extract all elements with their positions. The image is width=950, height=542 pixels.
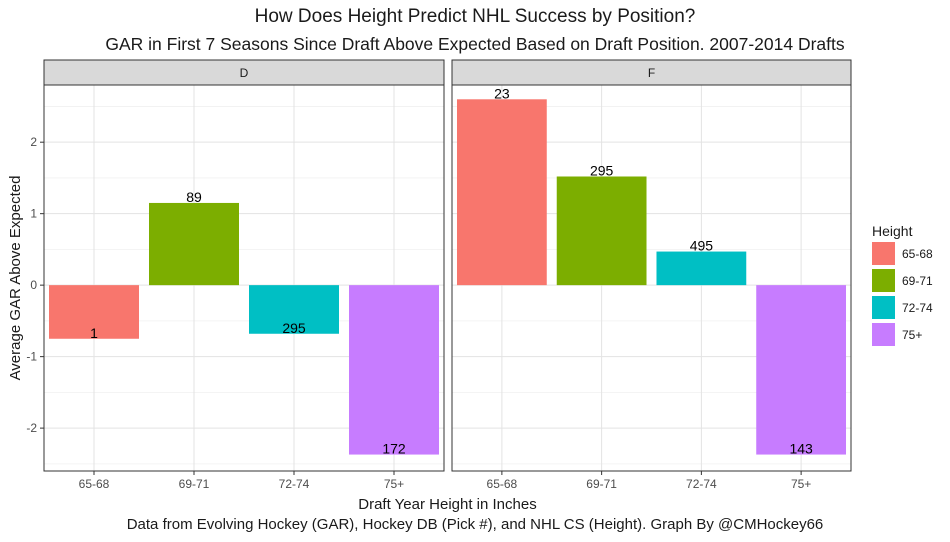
legend-label-72-74: 72-74 [902,301,933,315]
legend-label-69-71: 69-71 [902,274,933,288]
panel-border [451,84,852,472]
legend-swatch-72-74 [872,296,895,319]
legend-label-75+: 75+ [902,328,922,342]
x-tick-label: 65-68 [487,477,518,491]
y-tick-label: -2 [26,421,37,435]
data-label-F-65-68: 23 [494,85,510,101]
x-tick-label: 65-68 [79,477,110,491]
x-tick-label: 75+ [384,477,404,491]
data-label-D-75+: 172 [382,441,406,457]
bar-D-69-71 [149,202,239,286]
bar-F-75+ [756,285,847,455]
bar-D-75+ [349,285,439,455]
legend-label-65-68: 65-68 [902,247,933,261]
data-label-F-75+: 143 [789,441,813,457]
x-tick-label: 72-74 [279,477,310,491]
legend-swatch-69-71 [872,269,895,292]
data-label-D-72-74: 295 [282,320,306,336]
bar-F-72-74 [656,251,747,286]
facet-strip-D [43,59,445,86]
legend-swatch-75+ [872,323,895,346]
chart-caption: Data from Evolving Hockey (GAR), Hockey … [126,516,824,533]
chart-subtitle: GAR in First 7 Seasons Since Draft Above… [105,34,845,54]
data-label-F-72-74: 495 [690,238,714,254]
chart-title: How Does Height Predict NHL Success by P… [254,6,696,27]
x-tick-label: 72-74 [686,477,717,491]
y-tick-label: 2 [30,135,37,149]
x-tick-label: 75+ [791,477,811,491]
x-tick-label: 69-71 [179,477,210,491]
legend-swatch-65-68 [872,242,895,265]
data-label-D-69-71: 89 [186,189,202,205]
bar-D-72-74 [249,285,339,334]
bar-D-65-68 [49,285,139,339]
bar-F-69-71 [556,176,647,286]
facet-strip-F [451,59,852,86]
x-tick-label: 69-71 [586,477,617,491]
data-label-D-65-68: 1 [90,325,98,341]
y-tick-label: -1 [26,350,37,364]
y-tick-label: 1 [30,207,37,221]
y-tick-label: 0 [30,278,37,292]
facet-label-D: D [240,66,249,80]
y-axis-title: Average GAR Above Expected [7,176,24,381]
x-axis-title: Draft Year Height in Inches [358,496,536,513]
data-label-F-69-71: 295 [590,162,614,178]
bar-F-65-68 [456,99,547,286]
panel-border [43,84,445,472]
facet-label-F: F [648,66,655,80]
legend-title: Height [872,223,913,239]
